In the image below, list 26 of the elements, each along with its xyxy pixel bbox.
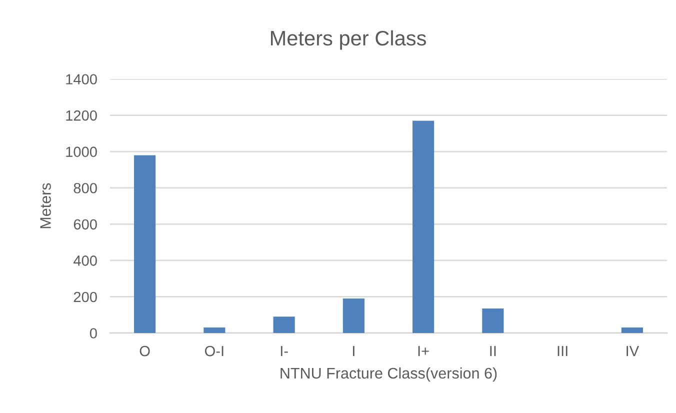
bar	[273, 316, 295, 333]
x-tick-label: I	[353, 346, 354, 356]
x-tick-label: II	[490, 346, 496, 356]
chart-title: Meters per Class	[270, 30, 426, 50]
bar	[412, 120, 434, 333]
x-tick-label: III	[558, 346, 568, 356]
y-tick-label: 600	[74, 219, 97, 230]
x-tick-label: I+	[418, 346, 429, 356]
y-tick-label: 400	[74, 256, 97, 266]
y-axis-title: Meters	[40, 183, 51, 228]
bar	[482, 308, 504, 333]
y-tick-label: 1000	[66, 146, 97, 157]
x-tick-label: IV	[626, 346, 640, 356]
bar	[204, 328, 226, 333]
bar	[134, 155, 156, 333]
x-tick-label: O-I	[205, 346, 224, 356]
bar	[621, 328, 643, 333]
y-tick-label: 800	[74, 182, 97, 194]
y-tick-label: 1400	[66, 74, 97, 84]
x-tick-label: I-	[280, 346, 288, 356]
y-tick-label: 1200	[66, 110, 97, 121]
bar	[342, 298, 364, 333]
x-axis-title: NTNU Fracture Class(version 6)	[280, 367, 497, 382]
y-tick-label: 0	[90, 328, 97, 338]
y-tick-label: 200	[74, 292, 97, 302]
x-tick-label: O	[140, 346, 150, 356]
